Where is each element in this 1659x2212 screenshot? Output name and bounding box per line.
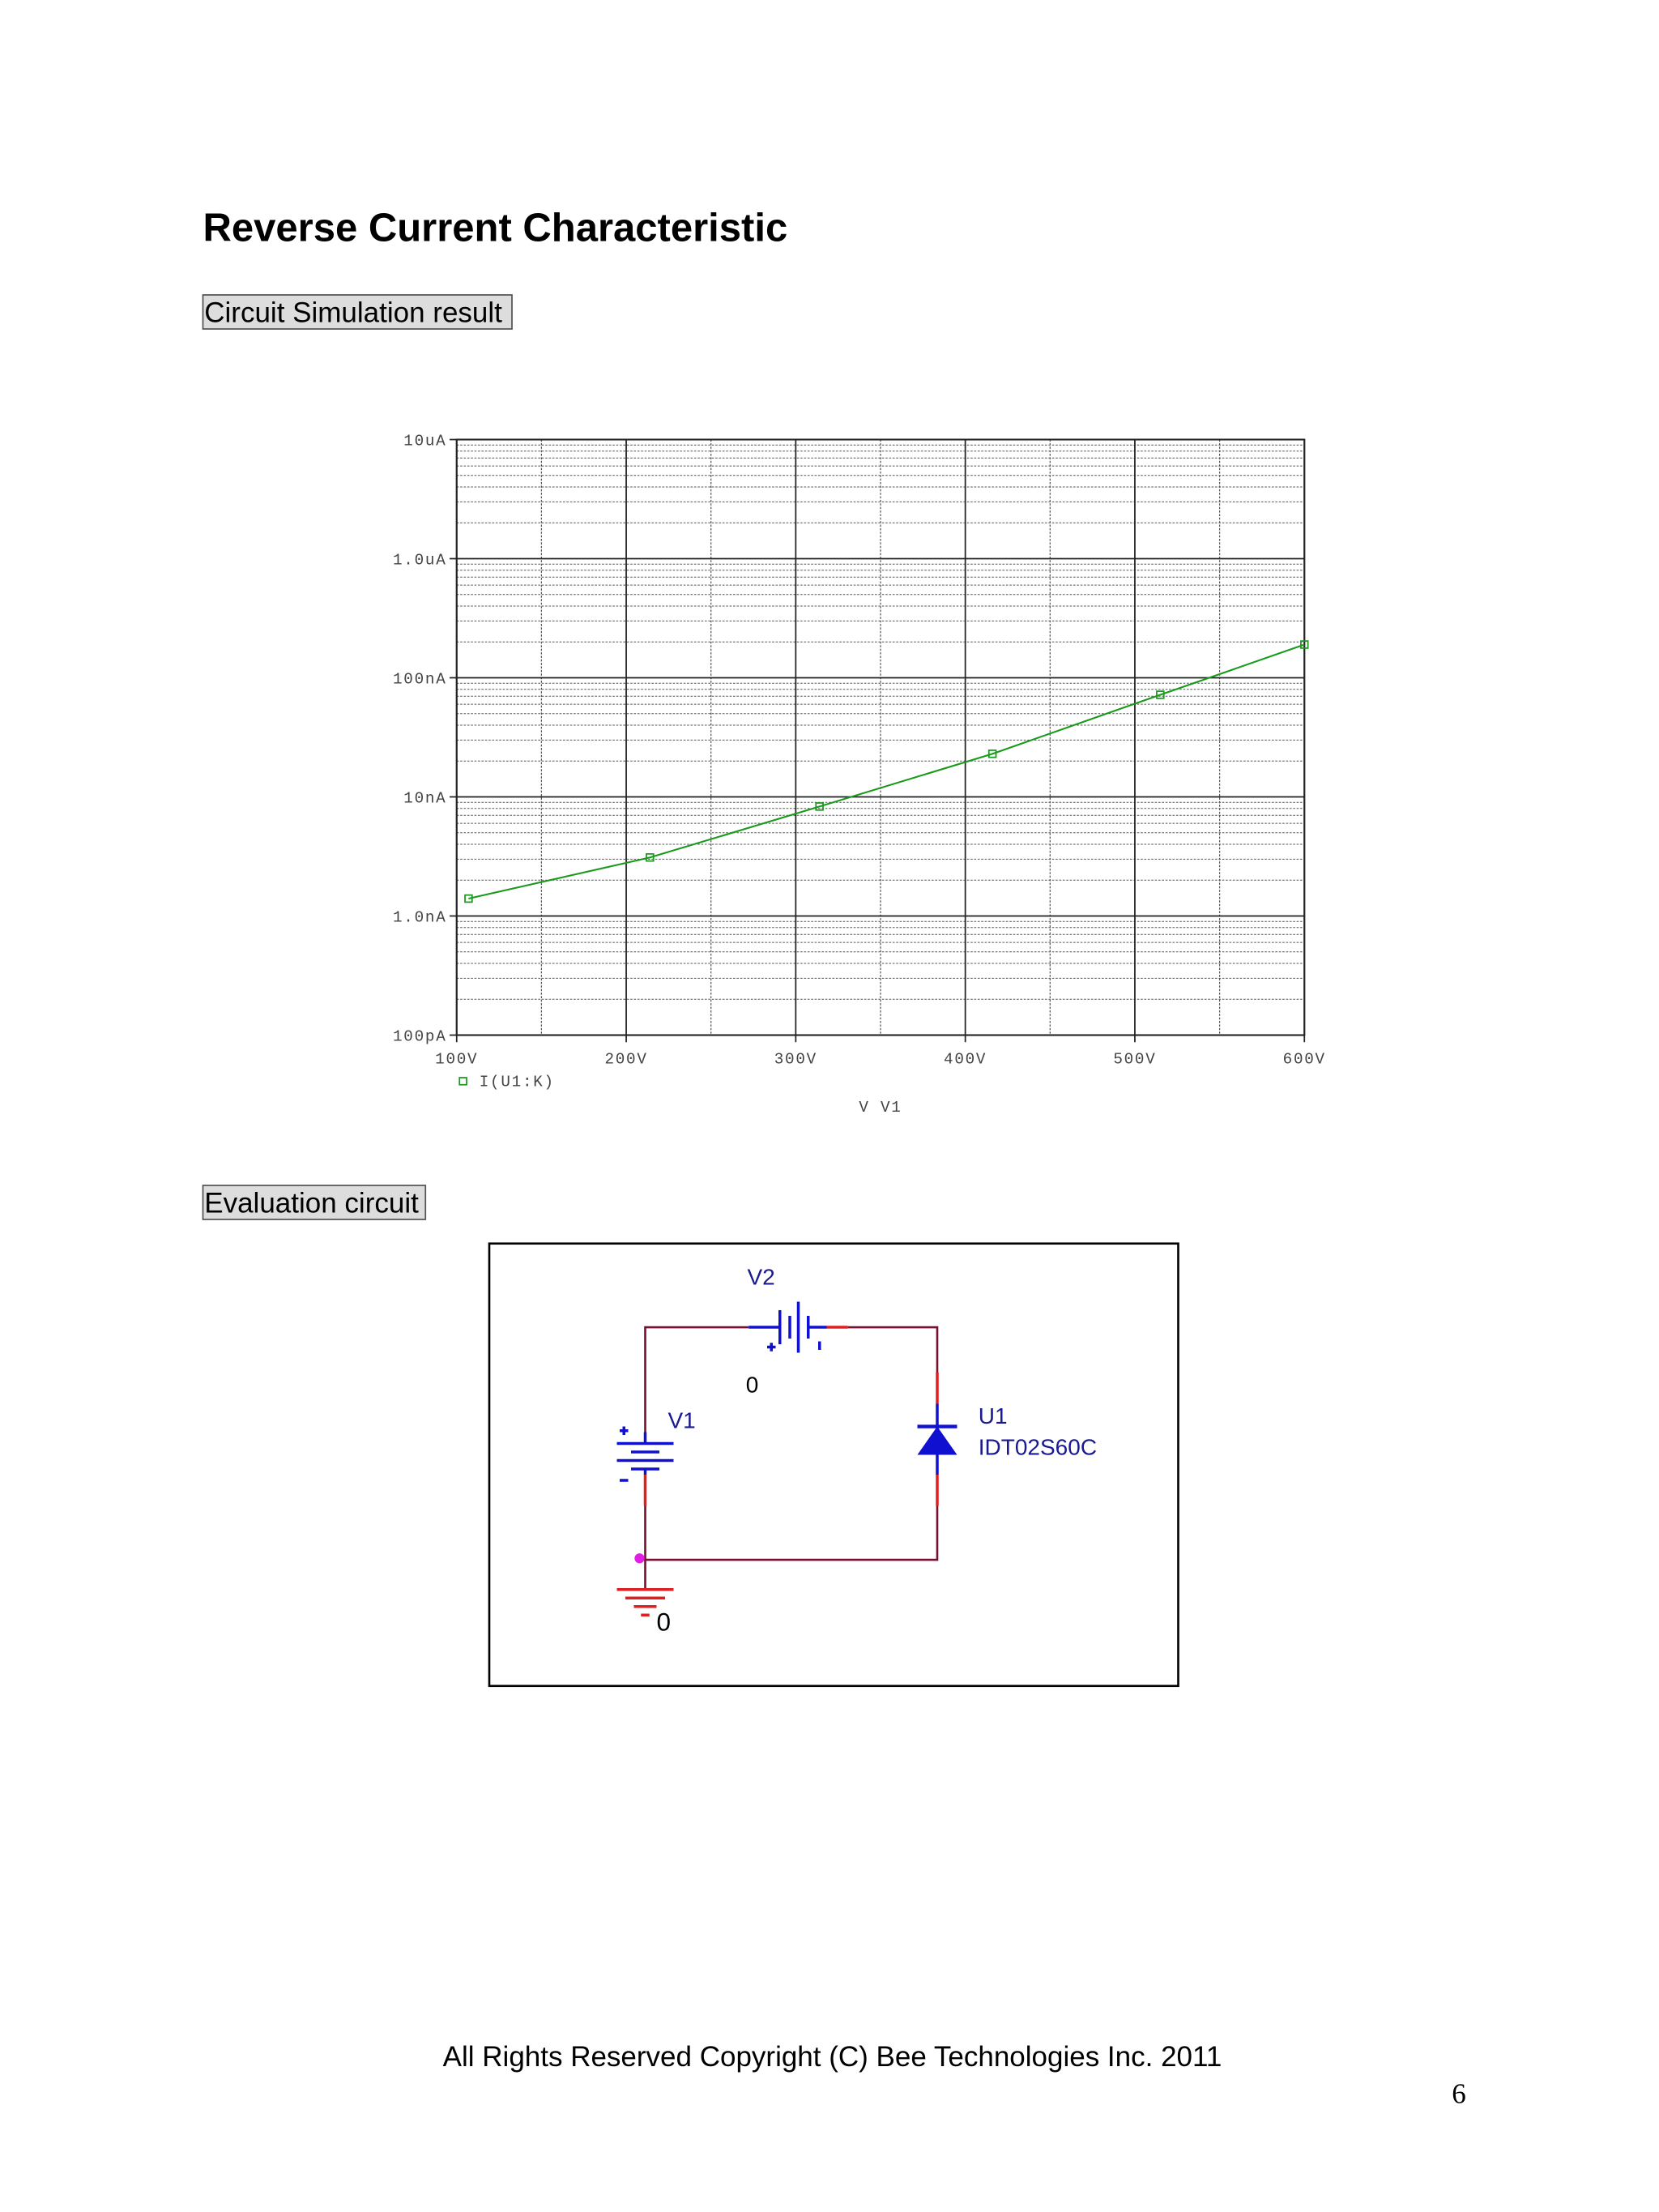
- battery-v1: [616, 1426, 674, 1482]
- diode: [917, 1403, 957, 1475]
- plot-frame: [455, 438, 1306, 1036]
- component-value: IDT02S60C: [979, 1435, 1097, 1460]
- node-label: 0: [746, 1373, 759, 1398]
- x-tick-label: 400V: [944, 1051, 987, 1069]
- footer-copyright: All Rights Reserved Copyright (C) Bee Te…: [443, 2041, 1222, 2073]
- point-marker: [464, 894, 473, 903]
- point-marker: [646, 853, 655, 862]
- legend-label: I(U1:K): [480, 1074, 555, 1091]
- section-label: Circuit Simulation result: [204, 297, 502, 328]
- component-label: U1: [979, 1403, 1008, 1428]
- y-tick-label: 100nA: [393, 671, 447, 689]
- pin-ends: [643, 1326, 939, 1506]
- point-marker: [1156, 690, 1165, 699]
- x-tick-label: 300V: [774, 1051, 817, 1069]
- x-tick-label: 200V: [604, 1051, 647, 1069]
- y-tick-label: 10uA: [403, 433, 446, 451]
- junction-dot: [634, 1553, 645, 1564]
- x-axis-title: V V1: [859, 1099, 902, 1117]
- legend-swatch: [458, 1077, 467, 1086]
- y-tick-label: 10nA: [403, 790, 446, 808]
- section-label: Evaluation circuit: [204, 1187, 419, 1219]
- y-tick-label: 1.0uA: [393, 552, 447, 570]
- diode-triangle: [917, 1426, 957, 1455]
- series-line: [468, 643, 1305, 900]
- wire: [644, 1326, 749, 1433]
- point-marker: [987, 749, 997, 758]
- circuit-frame: [488, 1242, 1179, 1688]
- x-tick-label: 600V: [1283, 1051, 1326, 1069]
- component-label: V2: [748, 1265, 775, 1290]
- y-tick-label: 1.0nA: [393, 909, 447, 927]
- section-box: [202, 294, 513, 330]
- battery-v2: [748, 1301, 827, 1353]
- point-marker: [815, 802, 824, 811]
- y-tick-label: 100pA: [393, 1028, 447, 1046]
- circuit-diagram: V2 0 V1 U1 IDT02S60C 0: [488, 1242, 1179, 1688]
- component-label: V1: [668, 1407, 696, 1433]
- chart: 100pA 1.0nA 10nA 100nA 1.0uA 10uA 100V 200V 300V…: [393, 433, 1326, 1117]
- x-tick-label: 500V: [1113, 1051, 1156, 1069]
- page-number: 6: [1452, 2077, 1466, 2109]
- point-marker: [1300, 640, 1309, 649]
- ground: [616, 1588, 674, 1616]
- node-label: 0: [657, 1608, 672, 1637]
- wire: [644, 1475, 939, 1561]
- page-title: Reverse Current Characteristic: [203, 207, 788, 250]
- section-box: [202, 1185, 427, 1220]
- x-tick-label: 100V: [435, 1051, 478, 1069]
